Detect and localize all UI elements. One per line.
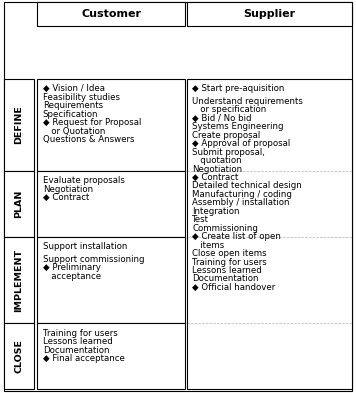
FancyBboxPatch shape — [187, 2, 352, 26]
Text: ◆ Contract: ◆ Contract — [192, 173, 239, 182]
FancyBboxPatch shape — [4, 79, 34, 171]
Text: Lessons learned: Lessons learned — [192, 266, 262, 275]
Text: PLAN: PLAN — [14, 189, 23, 218]
Text: ◆ Preliminary: ◆ Preliminary — [43, 263, 101, 272]
Text: ◆ Start pre-aquisition: ◆ Start pre-aquisition — [192, 84, 284, 93]
FancyBboxPatch shape — [4, 323, 34, 389]
Text: Understand requirements: Understand requirements — [192, 97, 303, 106]
Text: Systems Engineering: Systems Engineering — [192, 122, 284, 131]
Text: Close open items: Close open items — [192, 249, 267, 258]
Text: IMPLEMENT: IMPLEMENT — [14, 248, 23, 312]
Text: ◆ Create list of open: ◆ Create list of open — [192, 232, 281, 241]
Text: Documentation: Documentation — [43, 345, 109, 354]
Text: or Quotation: or Quotation — [43, 127, 105, 136]
Text: Negotiation: Negotiation — [192, 165, 242, 174]
Text: Questions & Answers: Questions & Answers — [43, 135, 134, 144]
Text: Supplier: Supplier — [244, 9, 296, 19]
Text: CLOSE: CLOSE — [14, 339, 23, 373]
Text: Lessons learned: Lessons learned — [43, 337, 112, 346]
Text: Support installation: Support installation — [43, 242, 127, 252]
FancyBboxPatch shape — [4, 2, 352, 391]
Text: Training for users: Training for users — [43, 329, 117, 338]
Text: ◆ Vision / Idea: ◆ Vision / Idea — [43, 84, 105, 93]
FancyBboxPatch shape — [37, 171, 185, 237]
Text: Customer: Customer — [81, 9, 141, 19]
Text: ◆ Approval of proposal: ◆ Approval of proposal — [192, 139, 290, 148]
Text: Specification: Specification — [43, 110, 98, 119]
Text: Create proposal: Create proposal — [192, 131, 261, 140]
Text: Evaluate proposals: Evaluate proposals — [43, 176, 125, 185]
Text: items: items — [192, 241, 225, 250]
Text: ◆ Request for Proposal: ◆ Request for Proposal — [43, 118, 141, 127]
Text: Documentation: Documentation — [192, 274, 259, 283]
FancyBboxPatch shape — [37, 79, 185, 171]
Text: Submit proposal,: Submit proposal, — [192, 148, 265, 157]
Text: Test: Test — [192, 215, 209, 224]
Text: Training for users: Training for users — [192, 257, 267, 266]
Text: ◆ Final acceptance: ◆ Final acceptance — [43, 354, 125, 363]
Text: Commissioning: Commissioning — [192, 224, 258, 233]
FancyBboxPatch shape — [4, 237, 34, 323]
Text: quotation: quotation — [192, 156, 242, 165]
Text: ◆ Bid / No bid: ◆ Bid / No bid — [192, 114, 252, 123]
Text: Requirements: Requirements — [43, 101, 103, 110]
Text: Manufacturing / coding: Manufacturing / coding — [192, 190, 292, 199]
FancyBboxPatch shape — [37, 2, 185, 26]
Text: Detailed technical design: Detailed technical design — [192, 182, 302, 191]
Text: Support commissioning: Support commissioning — [43, 255, 144, 264]
Text: Negotiation: Negotiation — [43, 185, 93, 194]
Text: ◆ Official handover: ◆ Official handover — [192, 283, 276, 292]
Text: Feasibility studies: Feasibility studies — [43, 93, 120, 102]
Text: DEFINE: DEFINE — [14, 105, 23, 144]
Text: or specification: or specification — [192, 105, 267, 114]
Text: acceptance: acceptance — [43, 272, 101, 281]
FancyBboxPatch shape — [37, 237, 185, 323]
FancyBboxPatch shape — [187, 79, 352, 389]
Text: Integration: Integration — [192, 207, 240, 216]
Text: Assembly / installation: Assembly / installation — [192, 198, 290, 208]
Text: ◆ Contract: ◆ Contract — [43, 193, 89, 202]
FancyBboxPatch shape — [37, 323, 185, 389]
FancyBboxPatch shape — [4, 171, 34, 237]
